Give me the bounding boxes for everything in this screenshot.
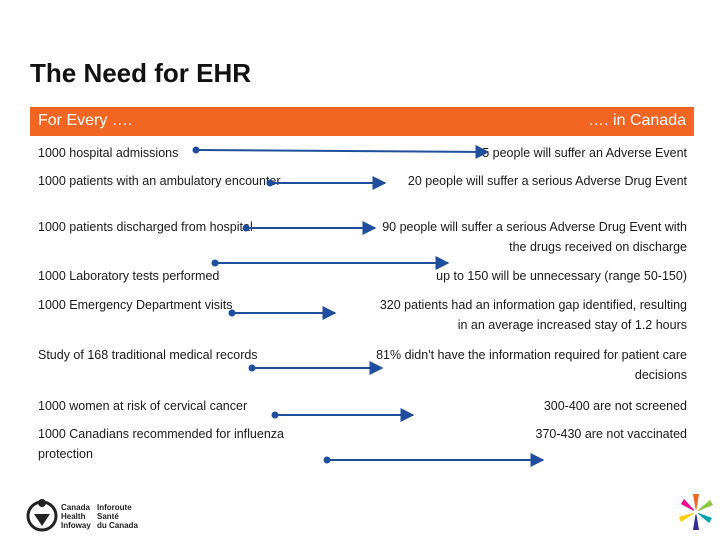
- row-right-text: up to 150 will be unnecessary (range 50-…: [436, 269, 687, 283]
- infoway-emblem-icon: [26, 499, 58, 532]
- row-left-text: 1000 women at risk of cervical cancer: [38, 399, 248, 413]
- arrow-row-7: [271, 408, 415, 422]
- infoway-logo: Canada Health Infoway Inforoute Santé du…: [25, 493, 165, 538]
- row-left-text: Study of 168 traditional medical records: [38, 348, 258, 362]
- row-right-text: 81% didn't have the information required…: [376, 348, 687, 382]
- logo-text-fr: Inforoute Santé du Canada: [97, 503, 138, 530]
- row-right-text: 90 people will suffer a serious Adverse …: [382, 220, 687, 254]
- row-left-text: 1000 Emergency Department visits: [38, 298, 233, 312]
- header-bar: For Every …. …. in Canada: [30, 107, 694, 136]
- arrow-row-5: [228, 306, 337, 320]
- arrow-row-4: [211, 256, 450, 270]
- flower-icon: [679, 494, 713, 530]
- row-right-text: 75 people will suffer an Adverse Event: [475, 146, 687, 160]
- header-right-label: …. in Canada: [588, 112, 686, 129]
- row-right-text: 320 patients had an information gap iden…: [379, 298, 687, 332]
- row-right-text: 20 people will suffer a serious Adverse …: [407, 174, 687, 188]
- row-left-text: 1000 patients with an ambulatory encount…: [38, 174, 281, 188]
- arrow-row-1: [192, 144, 490, 159]
- row-left-text: 1000 patients discharged from hospital: [38, 220, 253, 234]
- row-left-text: 1000 Canadians recommended for influenza…: [38, 427, 284, 461]
- row-right-text: 300-400 are not screened: [543, 399, 687, 413]
- row-left-text: 1000 Laboratory tests performed: [38, 269, 220, 283]
- logo-text-en: Canada Health Infoway: [61, 503, 91, 530]
- arrow-row-8: [323, 453, 545, 467]
- row-left-text: 1000 hospital admissions: [38, 146, 179, 160]
- arrow-row-3: [242, 221, 377, 235]
- arrow-row-2: [266, 176, 387, 190]
- header-left-label: For Every ….: [38, 112, 133, 129]
- row-right-text: 370-430 are not vaccinated: [535, 427, 688, 441]
- arrow-row-6: [248, 361, 384, 375]
- page-title: The Need for EHR: [30, 58, 252, 88]
